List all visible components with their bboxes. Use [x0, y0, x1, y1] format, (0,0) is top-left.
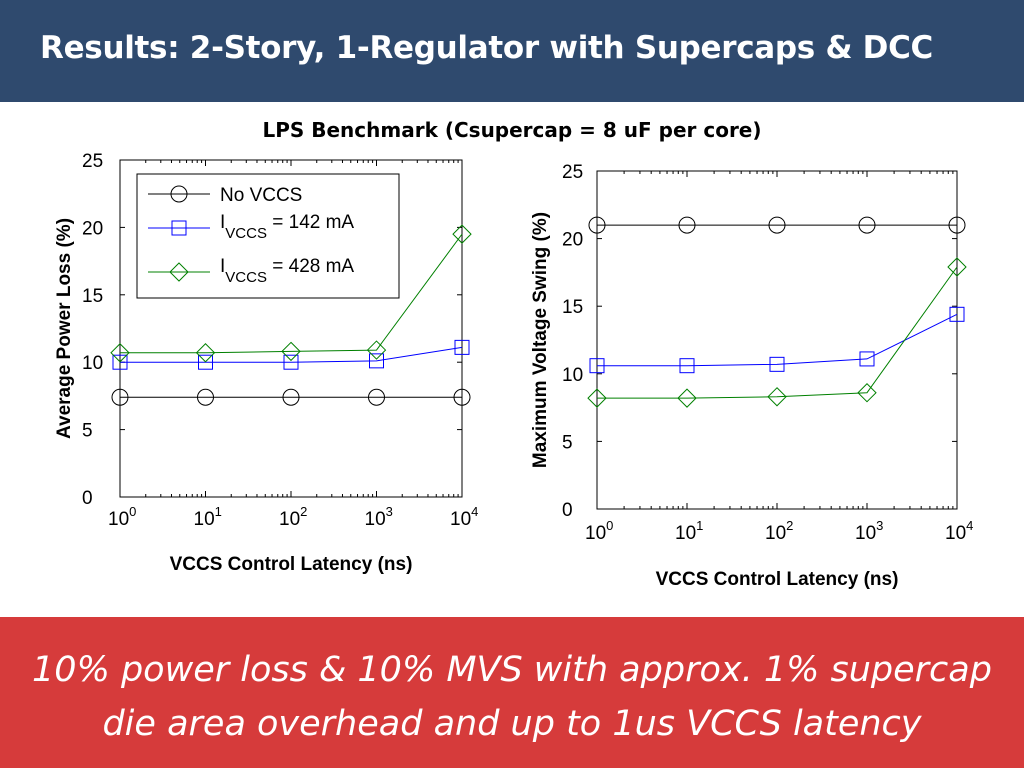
data-point [767, 387, 787, 407]
data-point [859, 351, 875, 367]
title-bar: Results: 2-Story, 1-Regulator with Super… [0, 0, 1024, 102]
data-point [281, 341, 301, 362]
data-point [678, 216, 696, 234]
x-tick-label: 100 [585, 518, 613, 544]
y-tick-label: 0 [82, 488, 93, 509]
x-tick-label: 103 [365, 504, 393, 530]
y-tick-label: 20 [562, 230, 583, 251]
data-point [112, 354, 128, 370]
y-tick-label: 10 [562, 365, 583, 386]
data-point [454, 339, 470, 355]
x-tick-label: 104 [450, 504, 478, 530]
legend-label: IVCCS = 428 mA [220, 256, 354, 286]
y-tick-label: 25 [82, 151, 103, 172]
data-point [589, 358, 605, 374]
data-point [366, 340, 387, 360]
data-point [947, 257, 967, 277]
y-tick-label: 10 [82, 353, 103, 374]
y-tick-label: 5 [82, 421, 93, 442]
data-point [858, 216, 876, 234]
data-point [111, 388, 129, 406]
y-axis-label: Maximum Voltage Swing (%) [530, 212, 551, 468]
series-line [120, 233, 463, 354]
data-point [949, 306, 965, 322]
plot-frame [596, 170, 958, 510]
series-line [597, 313, 958, 367]
legend-marker [171, 220, 187, 236]
legend-box [136, 173, 400, 299]
data-point [283, 354, 299, 370]
x-tick-label: 103 [855, 518, 883, 544]
x-tick-label: 101 [675, 518, 703, 544]
data-point [197, 388, 214, 406]
data-point [857, 383, 877, 403]
conclusion-text: 10% power loss & 10% MVS with approx. 1%… [32, 650, 992, 744]
data-point [769, 356, 785, 372]
legend-label: IVCCS = 142 mA [220, 212, 354, 242]
data-point [452, 224, 472, 244]
data-point [198, 354, 213, 370]
x-tick-label: 101 [194, 504, 222, 530]
data-point [368, 388, 385, 406]
data-point [369, 353, 384, 369]
x-axis-label: VCCS Control Latency (ns) [170, 554, 413, 575]
slide-title: Results: 2-Story, 1-Regulator with Super… [40, 30, 934, 66]
data-point [677, 388, 697, 408]
data-point [110, 343, 130, 363]
benchmark-title: LPS Benchmark (Csupercap = 8 uF per core… [262, 118, 762, 142]
y-tick-label: 25 [562, 162, 583, 183]
chart-2: 0 5 10 15 20 25 100 101 102 103 104 VCCS Control La… [530, 162, 973, 590]
legend-marker [169, 262, 189, 282]
x-tick-label: 100 [108, 504, 136, 530]
data-point [195, 343, 216, 363]
data-point [768, 216, 786, 234]
data-point [588, 216, 606, 234]
series-line [120, 346, 463, 363]
data-point [587, 388, 607, 408]
conclusion-banner: 10% power loss & 10% MVS with approx. 1%… [0, 617, 1024, 768]
y-tick-label: 15 [82, 286, 103, 307]
legend-label: No VCCS [220, 185, 302, 206]
data-point [453, 388, 471, 406]
x-tick-label: 102 [279, 504, 307, 530]
y-tick-label: 0 [562, 500, 573, 521]
x-tick-label: 104 [945, 518, 973, 544]
y-tick-label: 5 [562, 432, 573, 453]
y-axis-label: Average Power Loss (%) [54, 218, 75, 439]
y-tick-label: 15 [562, 297, 583, 318]
legend: No VCCS IVCCS = 142 mA IVCCS = 428 mA [136, 173, 400, 299]
chart-1: 0 5 10 15 20 25 100 101 102 103 104 VCCS Control La… [54, 151, 478, 575]
x-axis-label: VCCS Control Latency (ns) [656, 569, 899, 590]
data-point [679, 358, 695, 374]
y-tick-label: 20 [82, 218, 103, 239]
series-line [597, 266, 958, 399]
data-point [948, 216, 966, 234]
data-point [282, 388, 300, 406]
x-tick-label: 102 [765, 518, 793, 544]
legend-marker [170, 185, 188, 203]
